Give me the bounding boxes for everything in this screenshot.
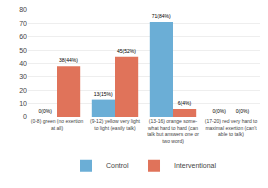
svg-text:71(84%): 71(84%) [152,13,171,19]
svg-text:45(52%): 45(52%) [117,48,136,54]
svg-text:Control: Control [106,162,129,169]
svg-text:50: 50 [19,47,27,54]
svg-text:6(4%): 6(4%) [178,100,192,106]
svg-text:60: 60 [19,33,27,40]
svg-text:70: 70 [19,20,27,27]
svg-text:10: 10 [19,100,27,107]
svg-text:80: 80 [19,6,27,13]
svg-text:(13-16) orange some-what hard: (13-16) orange some-what hard to hard (c… [147,118,199,144]
svg-text:(0-8) green (no exertionat all: (0-8) green (no exertionat all) [31,118,84,131]
svg-text:30: 30 [19,73,27,80]
svg-text:0(0%): 0(0%) [39,108,53,114]
svg-text:13(15%): 13(15%) [94,91,113,97]
svg-text:0: 0 [23,113,27,120]
svg-text:Interventional: Interventional [174,162,216,169]
svg-text:0(0%): 0(0%) [236,108,250,114]
svg-text:(17-20) red very hard tomaxima: (17-20) red very hard tomaximal exertion… [205,118,258,137]
svg-text:0(0%): 0(0%) [213,108,227,114]
svg-text:38(44%): 38(44%) [59,57,78,63]
svg-text:(9-12) yellow very lightto lig: (9-12) yellow very lightto light (easily… [90,118,141,131]
svg-text:40: 40 [19,60,27,67]
svg-text:20: 20 [19,87,27,94]
